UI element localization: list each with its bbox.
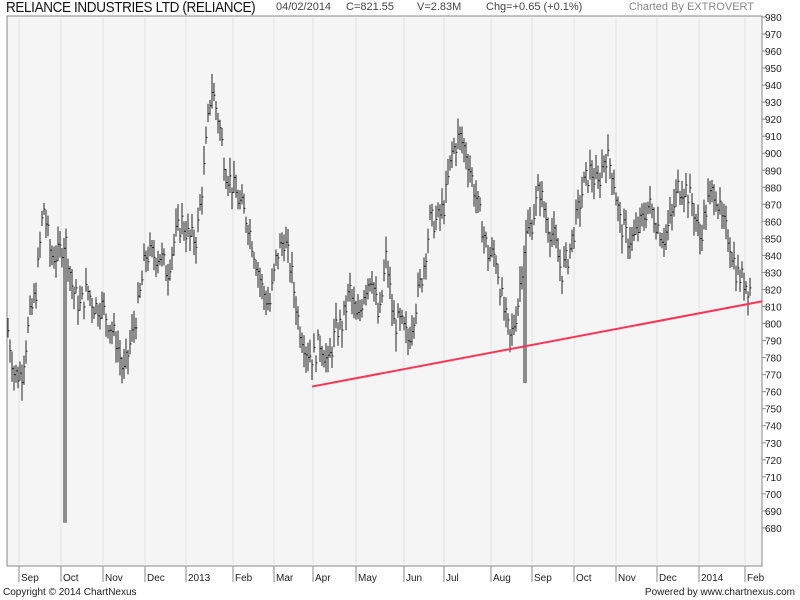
x-tick-label: Oct <box>576 573 592 584</box>
x-tick-label: Dec <box>147 573 165 584</box>
y-tick-label: 850 <box>765 234 782 245</box>
volume-readout: V=2.83M <box>417 1 462 13</box>
powered-by: Powered by www.chartnexus.com <box>644 587 795 598</box>
y-tick-label: 750 <box>765 405 782 416</box>
y-tick-label: 800 <box>765 320 782 331</box>
y-tick-label: 740 <box>765 422 782 433</box>
x-tick-label: Jul <box>446 573 459 584</box>
y-tick-label: 810 <box>765 303 782 314</box>
y-tick-label: 980 <box>765 13 782 24</box>
x-tick-label: Sep <box>534 573 552 584</box>
copyright: Copyright © 2014 ChartNexus <box>3 587 137 598</box>
y-tick-label: 790 <box>765 337 782 348</box>
x-tick-label: Sep <box>21 573 39 584</box>
y-tick-label: 730 <box>765 439 782 450</box>
y-tick-label: 920 <box>765 115 782 126</box>
plot-area <box>6 15 763 567</box>
y-tick-label: 950 <box>765 64 782 75</box>
x-tick-label: Jun <box>406 573 422 584</box>
y-tick-label: 830 <box>765 268 782 279</box>
x-tick-label: Mar <box>276 573 294 584</box>
y-tick-label: 680 <box>765 524 782 535</box>
x-tick-label: Apr <box>315 573 331 584</box>
y-tick-label: 780 <box>765 354 782 365</box>
close-readout: C=821.55 <box>346 1 395 13</box>
charted-by: Charted By EXTROVERT <box>628 1 754 13</box>
trendline <box>311 300 763 388</box>
x-tick-label: Oct <box>63 573 79 584</box>
y-tick-label: 860 <box>765 217 782 228</box>
y-tick-label: 890 <box>765 166 782 177</box>
y-tick-label: 700 <box>765 490 782 501</box>
y-tick-label: 820 <box>765 285 782 296</box>
y-tick-label: 960 <box>765 47 782 58</box>
y-tick-label: 770 <box>765 371 782 382</box>
y-tick-label: 930 <box>765 98 782 109</box>
y-tick-label: 910 <box>765 132 782 143</box>
y-tick-label: 840 <box>765 251 782 262</box>
x-tick-label: Dec <box>659 573 677 584</box>
y-tick-label: 870 <box>765 200 782 211</box>
y-tick-label: 970 <box>765 30 782 41</box>
y-tick-label: 760 <box>765 388 782 399</box>
x-tick-label: Nov <box>618 573 636 584</box>
change-readout: Chg=+0.65 (+0.1%) <box>486 1 583 13</box>
date-readout: 04/02/2014 <box>276 1 332 13</box>
y-tick-label: 690 <box>765 507 782 518</box>
y-tick-label: 710 <box>765 473 782 484</box>
y-tick-label: 880 <box>765 183 782 194</box>
y-tick-label: 900 <box>765 149 782 160</box>
x-tick-label: Feb <box>235 573 253 584</box>
chart-title: RELIANCE INDUSTRIES LTD (RELIANCE) <box>6 0 256 16</box>
x-tick-label: Aug <box>493 573 511 584</box>
x-tick-label: May <box>358 573 377 584</box>
x-tick-label: 2013 <box>188 573 211 584</box>
x-tick-label: Feb <box>747 573 765 584</box>
x-tick-label: 2014 <box>701 573 724 584</box>
y-tick-label: 720 <box>765 456 782 467</box>
y-tick-label: 940 <box>765 81 782 92</box>
x-tick-label: Nov <box>105 573 123 584</box>
